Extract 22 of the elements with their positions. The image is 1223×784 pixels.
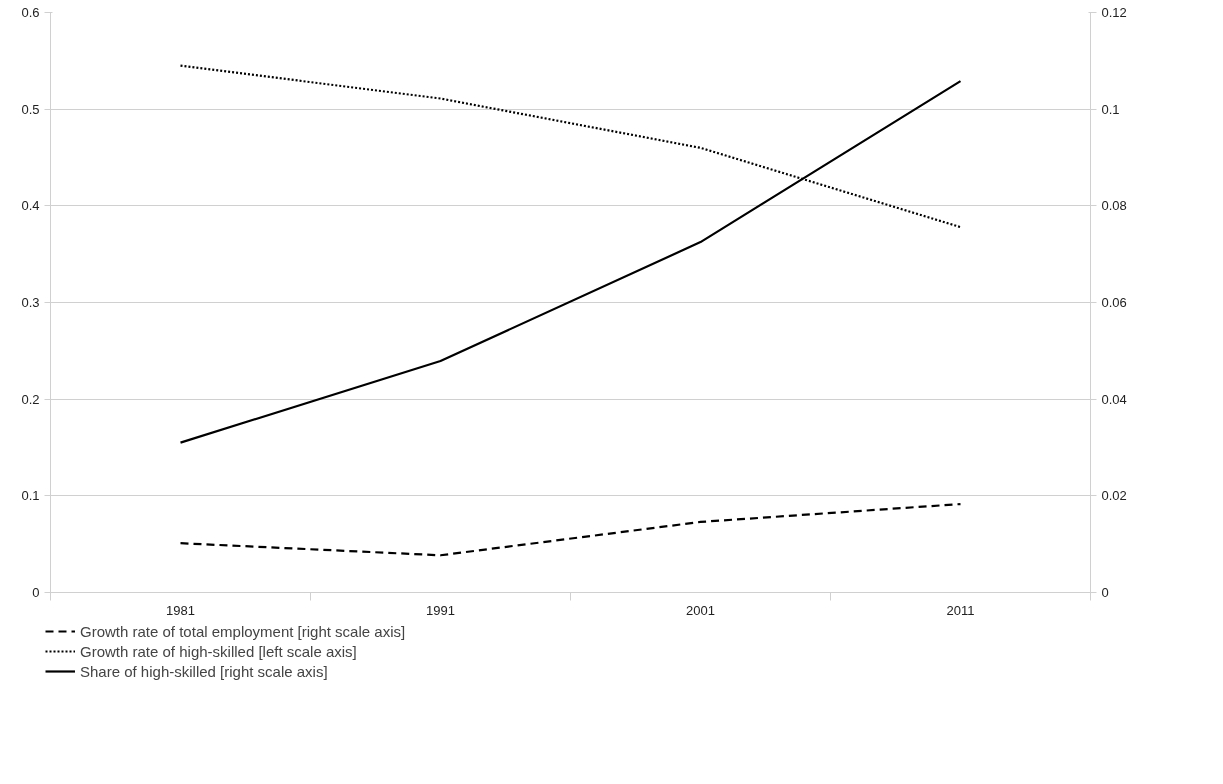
x-tick-label: 1991	[426, 602, 455, 618]
y-tick-label: 0.2	[21, 391, 40, 407]
line-series	[179, 502, 962, 557]
y2-tick-label: 0.04	[1101, 391, 1127, 407]
y2-tick-label: 0.06	[1101, 295, 1127, 310]
y2-tick-label: 0.08	[1101, 198, 1127, 214]
y-tick-label: 0.3	[21, 295, 40, 310]
legend-label: Share of high-skilled [right scale axis]	[80, 662, 328, 680]
y2-tick-label: 0.02	[1101, 488, 1127, 504]
y-tick-label: 0	[32, 585, 40, 600]
x-tick-label: 1981	[166, 602, 195, 618]
y-tick-label: 0.4	[21, 198, 40, 214]
y2-tick-label: 0.1	[1101, 101, 1120, 117]
y2-tick-label: 0	[1101, 585, 1109, 600]
y2-tick-label: 0.12	[1101, 5, 1127, 20]
y-tick-label: 0.1	[21, 488, 40, 504]
legend-label: Growth rate of total employment [right scale axis]	[80, 622, 406, 640]
x-tick-label: 2011	[946, 602, 975, 618]
y-tick-label: 0.5	[21, 101, 40, 117]
y-tick-label: 0.6	[21, 5, 40, 20]
legend-label: Growth rate of high-skilled [left scale axis]	[80, 642, 357, 660]
x-tick-label: 2001	[686, 602, 715, 618]
